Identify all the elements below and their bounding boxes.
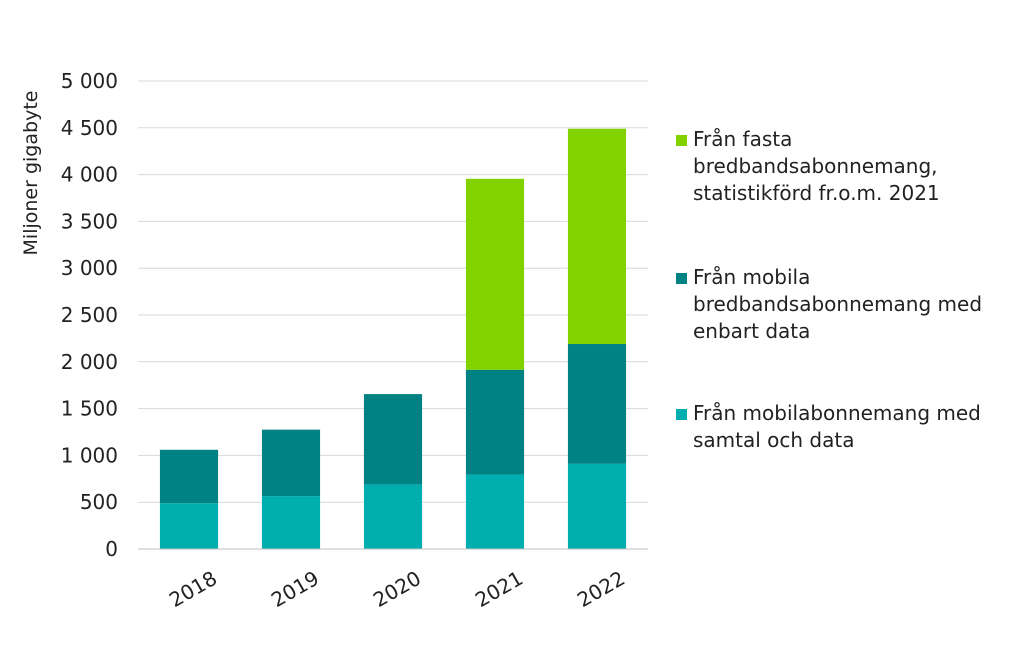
y-tick-label: 500 [80,490,118,514]
x-tick-label: 2022 [573,566,629,612]
x-tick-label: 2020 [369,566,425,612]
bar-segment-2022-series-0 [567,463,627,549]
legend-swatch [676,273,687,284]
bar-segment-2022-series-2 [567,128,627,345]
bar-segment-2021-series-0 [465,474,525,549]
y-tick-label: 4 000 [61,163,118,187]
bar-segment-2021-series-1 [465,369,525,475]
legend-label: Från mobila bredbandsabonnemang med enba… [693,265,983,343]
legend-label: Från mobilabonnemang med samtal och data [693,401,981,452]
y-tick-label: 4 500 [61,116,118,140]
y-tick-label: 0 [105,537,118,561]
x-tick-label: 2021 [471,566,527,612]
bars [159,128,627,549]
bar-segment-2022-series-1 [567,344,627,464]
bar-segment-2021-series-2 [465,178,525,370]
legend-swatch [676,135,687,146]
y-axis-label: Miljoner gigabyte [20,91,42,256]
bar-segment-2019-series-1 [261,429,321,497]
y-tick-label: 1 500 [61,397,118,421]
x-tick-label: 2018 [165,566,221,612]
bar-segment-2020-series-1 [363,394,423,485]
bar-segment-2018-series-0 [159,503,219,549]
x-tick-label: 2019 [267,566,323,612]
legend-swatch [676,409,687,420]
y-tick-label: 3 000 [61,256,118,280]
gridlines [138,80,648,503]
y-tick-label: 2 000 [61,350,118,374]
bar-segment-2019-series-0 [261,496,321,549]
y-axis-ticks: 0 500 1 000 1 500 2 000 2 500 3 000 3 500 4 000 4… [61,69,118,561]
bar-segment-2018-series-1 [159,449,219,504]
y-tick-label: 2 500 [61,303,118,327]
bar-segment-2020-series-0 [363,484,423,549]
y-tick-label: 1 000 [61,443,118,467]
legend-label: Från fasta bredbandsabonnemang, statisti… [693,127,940,205]
x-axis-ticks: 2018 2019 2020 2021 2022 [165,566,629,612]
y-tick-label: 3 500 [61,209,118,233]
y-tick-label: 5 000 [61,69,118,93]
